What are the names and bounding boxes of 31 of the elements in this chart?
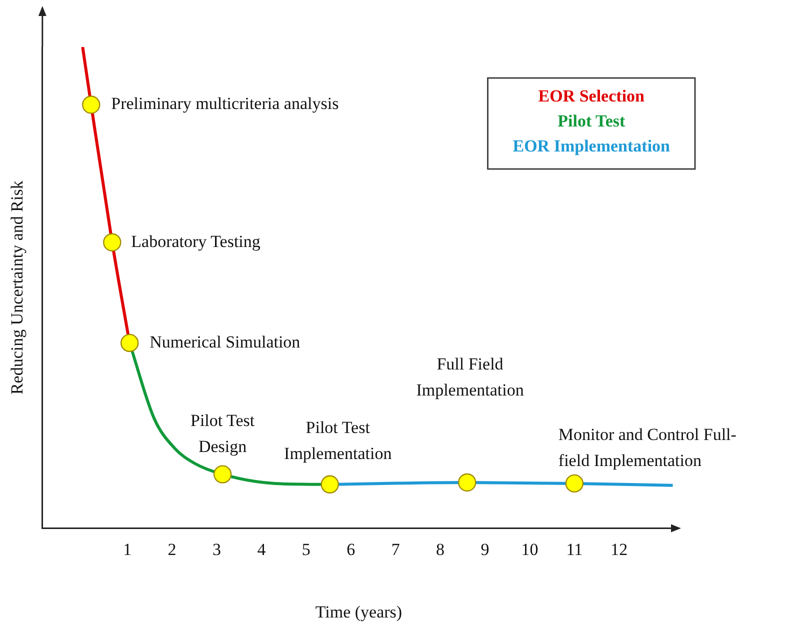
point xyxy=(103,233,122,252)
annotation: Preliminary multicriteria analysis xyxy=(111,94,339,114)
point xyxy=(82,96,100,114)
x-tick-label: 2 xyxy=(168,540,176,559)
x-tick-label: 4 xyxy=(257,540,266,559)
annotation: Monitor and Control Full- field Implementation xyxy=(558,424,737,470)
annotation: Pilot Test Implementation xyxy=(284,418,392,463)
x-tick-label: 1 xyxy=(123,540,132,559)
text: EOR Selection xyxy=(538,86,646,106)
point xyxy=(320,475,339,494)
point xyxy=(120,334,139,352)
x-tick-label: 3 xyxy=(212,540,222,559)
x-tick-label: 12 xyxy=(610,540,628,559)
annotation: Laboratory Testing xyxy=(131,232,261,251)
x-tick-label: 10 xyxy=(521,540,538,559)
x-tick-label: 5 xyxy=(302,540,310,559)
x-tick-label: 8 xyxy=(436,540,445,559)
text: EOR Implementation xyxy=(512,136,671,156)
annotation: Full Field Implementation xyxy=(416,354,524,400)
annotation: Numerical Simulation xyxy=(150,332,301,352)
x-axis-title: Time (years) xyxy=(315,602,402,622)
x-tick-label: 11 xyxy=(566,540,583,559)
point xyxy=(458,473,476,492)
x-tick-label: 6 xyxy=(346,540,356,559)
point xyxy=(213,465,232,484)
x-tick-label: 9 xyxy=(480,540,490,559)
annotation: Pilot Test Design xyxy=(190,410,255,456)
x-tick-label: 7 xyxy=(391,540,400,559)
text: Pilot Test xyxy=(558,111,626,130)
point xyxy=(565,474,584,493)
y-axis-title: Reducing Uncertainty and Risk xyxy=(8,180,27,395)
